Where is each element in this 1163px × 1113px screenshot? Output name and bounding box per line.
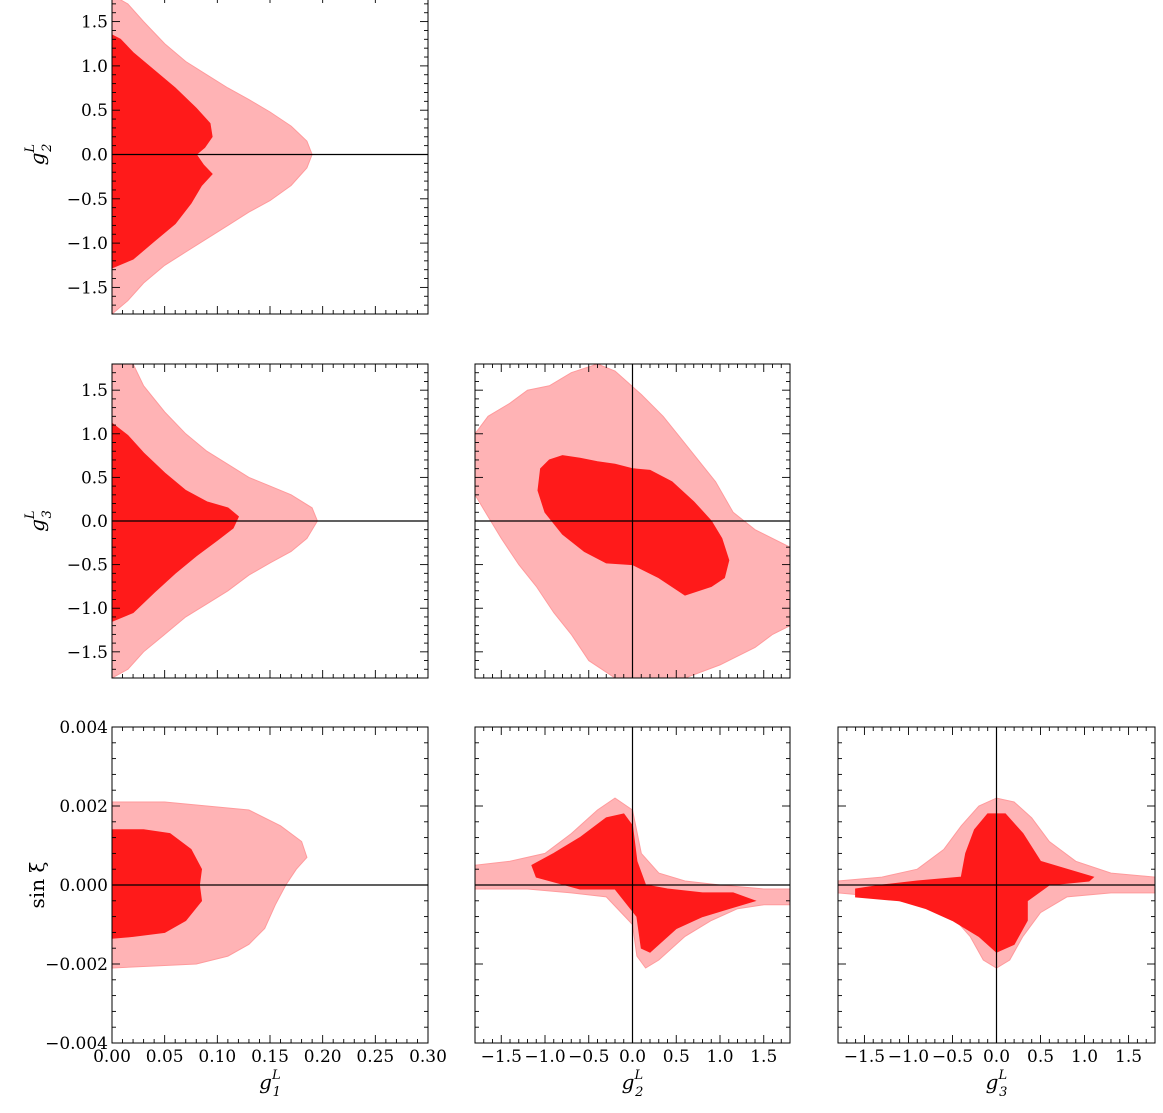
y-tick-label: −1.5 <box>67 643 108 663</box>
region-68-sinxi_vs_g2L <box>531 813 757 953</box>
region-68-g3L_vs_g2L <box>537 455 730 596</box>
y-tick-label: 1.5 <box>81 13 108 33</box>
x-tick-label: 0.30 <box>409 1047 447 1067</box>
y-tick-label: −1.0 <box>67 599 108 619</box>
x-tick-label: 0.0 <box>983 1047 1010 1067</box>
y-tick-label: 0.002 <box>59 797 108 817</box>
x-tick-label: −1.0 <box>524 1047 565 1067</box>
x-tick-label: 0.05 <box>146 1047 184 1067</box>
y-tick-label: 0.000 <box>59 876 108 896</box>
x-axis-label: gL 2 <box>622 1068 644 1100</box>
x-tick-label: 0.5 <box>1027 1047 1054 1067</box>
y-tick-label: −1.0 <box>67 234 108 254</box>
y-tick-label: 0.0 <box>81 146 108 166</box>
x-tick-label: 0.00 <box>93 1047 131 1067</box>
x-tick-label: 1.5 <box>1115 1047 1142 1067</box>
x-tick-label: 0.15 <box>251 1047 289 1067</box>
panel-sinxi_vs_g1L: −0.004 −0.002 0.000 0.002 0.004 0.00 0.05 0.10 0… <box>25 718 447 1100</box>
x-tick-label: −0.5 <box>568 1047 609 1067</box>
y-tick-label: 1.0 <box>81 57 108 77</box>
x-axis-label: gL 1 <box>259 1068 281 1100</box>
x-tick-label: 0.0 <box>619 1047 646 1067</box>
y-tick-label: 1.5 <box>81 381 108 401</box>
x-tick-label: 1.0 <box>1071 1047 1098 1067</box>
region-68-sinxi_vs_g3L <box>855 813 1095 953</box>
y-tick-label: 0.5 <box>81 101 108 121</box>
x-tick-label: −1.0 <box>888 1047 929 1067</box>
panel-g2L_vs_g1L: −1.5 −1.0 −0.5 0.0 0.5 1.0 1.5 gL 2 <box>23 0 429 315</box>
x-tick-label: −0.5 <box>932 1047 973 1067</box>
x-tick-label: 1.5 <box>750 1047 777 1067</box>
x-tick-label: 0.5 <box>663 1047 690 1067</box>
x-tick-label: −1.5 <box>844 1047 885 1067</box>
region-68-g2L_vs_g1L <box>112 34 213 269</box>
y-tick-label: −0.5 <box>67 556 108 576</box>
y-tick-label: −0.5 <box>67 190 108 210</box>
panel-g3L_vs_g2L <box>474 363 791 679</box>
y-tick-label: −1.5 <box>67 278 108 298</box>
y-tick-label: 1.0 <box>81 425 108 445</box>
x-tick-label: 0.25 <box>356 1047 394 1067</box>
y-axis-label: gL 3 <box>23 510 55 532</box>
panel-sinxi_vs_g3L: −1.5 −1.0 −0.5 0.0 0.5 1.0 1.5 gL 3 <box>837 726 1156 1100</box>
y-tick-label: 0.004 <box>59 718 108 738</box>
x-tick-label: −1.5 <box>481 1047 522 1067</box>
y-tick-label: −0.002 <box>45 955 108 975</box>
region-68-g3L_vs_g1L <box>112 422 240 622</box>
panel-sinxi_vs_g2L: −1.5 −1.0 −0.5 0.0 0.5 1.0 1.5 gL 2 <box>474 726 791 1100</box>
y-tick-label: −0.004 <box>45 1034 108 1054</box>
region-68-sinxi_vs_g1L <box>112 829 203 939</box>
y-axis-label: sin ξ <box>25 862 49 909</box>
y-tick-label: 0.0 <box>81 512 108 532</box>
x-tick-label: 0.10 <box>198 1047 236 1067</box>
x-tick-label: 1.0 <box>706 1047 733 1067</box>
x-tick-label: 0.20 <box>304 1047 342 1067</box>
panel-g3L_vs_g1L: −1.5 −1.0 −0.5 0.0 0.5 1.0 1.5 gL 3 <box>23 363 429 679</box>
y-axis-label: gL 2 <box>23 144 55 166</box>
y-tick-label: 0.5 <box>81 468 108 488</box>
x-axis-label: gL 3 <box>986 1068 1008 1100</box>
